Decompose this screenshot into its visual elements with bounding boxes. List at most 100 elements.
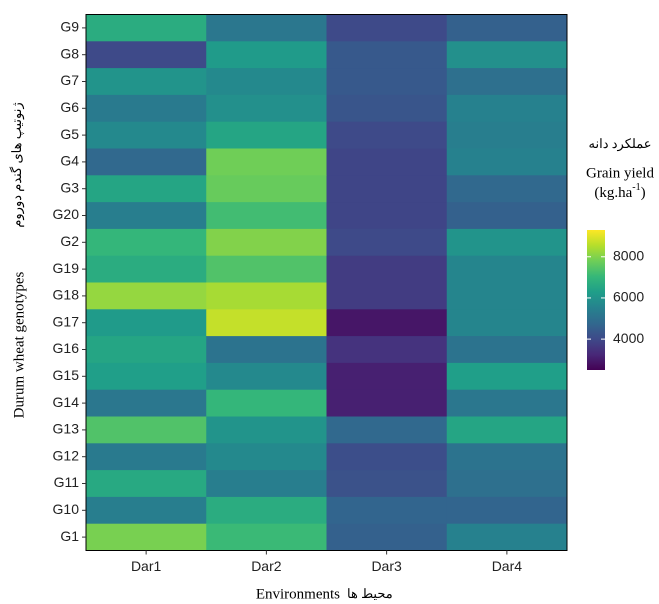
- heatmap-cell: [446, 68, 568, 96]
- heatmap-cell: [446, 336, 568, 364]
- heatmap-cell: [326, 470, 448, 498]
- heatmap-cell: [446, 94, 568, 123]
- heatmap-cell: [326, 255, 448, 283]
- heatmap-cell: [326, 282, 448, 310]
- heatmap-cell: [86, 282, 207, 310]
- heatmap-cell: [206, 175, 327, 203]
- heatmap-cell: [86, 389, 207, 417]
- heatmap-cell: [446, 416, 568, 444]
- heatmap-cell: [206, 255, 327, 283]
- colorbar-tick-label: 8000: [613, 247, 644, 263]
- y-tick-label: G18: [53, 287, 80, 303]
- heatmap-cell: [206, 41, 327, 69]
- colorbar-tick-label: 6000: [613, 289, 644, 305]
- heatmap-cell: [86, 255, 207, 283]
- heatmap-cell: [206, 389, 327, 417]
- heatmap-cell: [326, 202, 448, 230]
- legend-unit-part: ): [641, 185, 646, 201]
- heatmap-cell: [326, 14, 448, 42]
- legend-unit-sup: -1: [632, 182, 640, 193]
- x-tick-label: Dar1: [131, 558, 162, 574]
- heatmap-cell: [206, 202, 327, 230]
- heatmap-cell: [446, 175, 568, 203]
- heatmap-cell: [446, 496, 568, 525]
- heatmap-cell: [86, 470, 207, 498]
- y-tick-label: G7: [60, 72, 79, 88]
- heatmap-cell: [326, 309, 448, 337]
- heatmap-cell: [326, 416, 448, 444]
- heatmap-cell: [206, 14, 327, 42]
- x-axis-label-fa: محیط ها: [347, 586, 393, 601]
- heatmap-cell: [86, 309, 207, 337]
- heatmap-cell: [326, 389, 448, 417]
- heatmap-cell: [86, 41, 207, 69]
- y-tick-label: G9: [60, 19, 79, 35]
- heatmap-cell: [86, 148, 207, 176]
- heatmap-cell: [446, 282, 568, 310]
- heatmap-cell: [86, 14, 207, 42]
- y-tick-label: G1: [60, 528, 79, 544]
- legend-title: Grain yield: [586, 165, 654, 181]
- heatmap-cell: [206, 282, 327, 310]
- y-tick-label: G19: [53, 260, 80, 276]
- heatmap-cell: [326, 496, 448, 525]
- heatmap-cell: [206, 148, 327, 176]
- heatmap-cell: [446, 41, 568, 69]
- colorbar-tick-label: 4000: [613, 330, 644, 346]
- heatmap-cell: [326, 523, 448, 551]
- heatmap-cell: [326, 41, 448, 69]
- heatmap-cell: [326, 336, 448, 364]
- heatmap-cell: [206, 336, 327, 364]
- heatmap-cell: [206, 228, 327, 257]
- heatmap-cell: [206, 443, 327, 471]
- heatmap-cell: [446, 121, 568, 149]
- y-tick-label: G5: [60, 126, 79, 142]
- heatmap-cell: [86, 362, 207, 391]
- plot-border: [85, 14, 568, 551]
- heatmap-cell: [446, 389, 568, 417]
- heatmap-cell: [86, 68, 207, 96]
- legend-title-fa: عملکرد دانه: [589, 136, 652, 152]
- heatmap-cell: [86, 336, 207, 364]
- y-tick-label: G6: [60, 99, 79, 115]
- heatmap-cell: [326, 121, 448, 149]
- y-tick-label: G10: [53, 501, 80, 517]
- heatmap-cell: [206, 121, 327, 149]
- y-tick-label: G15: [53, 367, 80, 383]
- y-tick-label: G16: [53, 340, 80, 356]
- legend-unit: (kg.ha-1): [594, 182, 645, 201]
- heatmap-cell: [326, 362, 448, 391]
- heatmap-cell: [446, 255, 568, 283]
- heatmap-cell: [86, 202, 207, 230]
- heatmap-cell: [86, 416, 207, 444]
- heatmap-cell: [86, 94, 207, 123]
- heatmap-cell: [206, 362, 327, 391]
- heatmap-cell: [326, 175, 448, 203]
- heatmap-cell: [326, 68, 448, 96]
- heatmap-cell: [446, 309, 568, 337]
- heatmap-cell: [206, 68, 327, 96]
- y-tick-label: G2: [60, 233, 79, 249]
- y-axis-label-fa: ژنوتیپ های گندم دوروم: [9, 102, 25, 227]
- heatmap-cell: [206, 416, 327, 444]
- heatmap-cell: [446, 470, 568, 498]
- heatmap-cell: [446, 443, 568, 471]
- x-tick-label: Dar4: [492, 558, 523, 574]
- heatmap-cell: [86, 496, 207, 525]
- heatmap-cells: [86, 14, 568, 551]
- heatmap-cell: [206, 94, 327, 123]
- y-tick-label: G4: [60, 153, 79, 169]
- y-tick-label: G11: [54, 474, 80, 490]
- heatmap-cell: [86, 175, 207, 203]
- colorbar: [587, 230, 605, 370]
- heatmap-cell: [446, 362, 568, 391]
- y-tick-label: G20: [53, 206, 80, 222]
- heatmap-cell: [206, 470, 327, 498]
- y-axis-label: Durum wheat genotypes: [11, 272, 27, 419]
- y-tick-label: G17: [53, 313, 80, 329]
- heatmap-cell: [446, 14, 568, 42]
- heatmap-cell: [326, 443, 448, 471]
- heatmap-cell: [206, 496, 327, 525]
- x-tick-label: Dar3: [371, 558, 402, 574]
